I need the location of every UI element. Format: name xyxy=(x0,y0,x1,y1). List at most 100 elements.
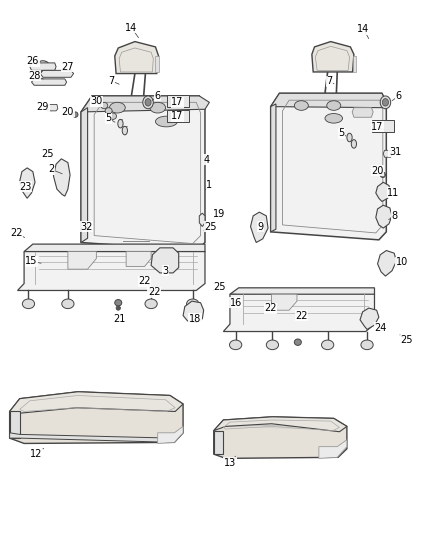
Text: 17: 17 xyxy=(371,122,384,132)
Polygon shape xyxy=(319,440,347,458)
Polygon shape xyxy=(376,182,391,201)
Text: 22: 22 xyxy=(295,311,307,320)
Text: 17: 17 xyxy=(171,111,184,121)
Text: 27: 27 xyxy=(62,62,74,71)
Text: 22: 22 xyxy=(265,303,277,313)
Ellipse shape xyxy=(266,340,279,350)
Polygon shape xyxy=(214,417,347,432)
Polygon shape xyxy=(10,429,183,442)
Polygon shape xyxy=(167,110,189,122)
Ellipse shape xyxy=(145,299,157,309)
Polygon shape xyxy=(18,252,205,290)
Polygon shape xyxy=(126,252,151,266)
Text: 29: 29 xyxy=(37,102,49,111)
Text: 7: 7 xyxy=(109,76,115,86)
Ellipse shape xyxy=(110,102,125,113)
Ellipse shape xyxy=(115,300,122,306)
Polygon shape xyxy=(272,294,297,310)
Ellipse shape xyxy=(73,112,78,117)
Polygon shape xyxy=(47,104,58,111)
Text: 13: 13 xyxy=(224,458,236,467)
Ellipse shape xyxy=(294,101,308,110)
Polygon shape xyxy=(251,212,268,243)
Ellipse shape xyxy=(110,113,117,119)
Polygon shape xyxy=(30,63,56,70)
Text: 22: 22 xyxy=(148,287,160,297)
Text: 20: 20 xyxy=(371,166,384,175)
Ellipse shape xyxy=(150,102,166,113)
Ellipse shape xyxy=(116,306,120,310)
Polygon shape xyxy=(214,431,223,454)
Text: 25: 25 xyxy=(213,282,225,292)
Polygon shape xyxy=(230,288,374,301)
Text: 6: 6 xyxy=(396,91,402,101)
Polygon shape xyxy=(24,244,205,259)
Ellipse shape xyxy=(347,133,352,142)
Ellipse shape xyxy=(105,108,112,114)
Polygon shape xyxy=(53,159,70,196)
Polygon shape xyxy=(151,248,179,273)
Text: 17: 17 xyxy=(171,98,184,107)
Ellipse shape xyxy=(145,99,151,106)
Polygon shape xyxy=(115,42,159,74)
Polygon shape xyxy=(10,411,20,438)
Polygon shape xyxy=(199,213,205,227)
Text: 8: 8 xyxy=(391,211,397,221)
Text: 16: 16 xyxy=(230,298,242,308)
Text: 23: 23 xyxy=(19,182,32,191)
Ellipse shape xyxy=(143,96,153,109)
Ellipse shape xyxy=(118,119,123,128)
Text: 31: 31 xyxy=(389,147,401,157)
Polygon shape xyxy=(183,301,204,322)
Polygon shape xyxy=(376,205,392,228)
Polygon shape xyxy=(372,120,394,132)
Text: 1: 1 xyxy=(206,181,212,190)
Text: 22: 22 xyxy=(11,229,23,238)
Polygon shape xyxy=(81,96,209,112)
Ellipse shape xyxy=(380,96,391,109)
Text: 14: 14 xyxy=(125,23,138,33)
Text: 21: 21 xyxy=(113,314,125,324)
Polygon shape xyxy=(10,392,183,413)
Polygon shape xyxy=(360,308,379,329)
Text: 7: 7 xyxy=(326,76,332,86)
Ellipse shape xyxy=(36,61,49,71)
Polygon shape xyxy=(32,79,67,85)
Text: 14: 14 xyxy=(357,25,370,34)
Ellipse shape xyxy=(327,101,341,110)
Polygon shape xyxy=(167,95,189,107)
Text: 22: 22 xyxy=(138,277,151,286)
Ellipse shape xyxy=(380,172,385,177)
Text: 15: 15 xyxy=(25,256,38,266)
Text: 25: 25 xyxy=(204,222,216,231)
Ellipse shape xyxy=(155,116,177,127)
Text: 25: 25 xyxy=(400,335,413,345)
Text: 25: 25 xyxy=(41,149,53,158)
Ellipse shape xyxy=(122,126,127,135)
Ellipse shape xyxy=(351,140,357,148)
Ellipse shape xyxy=(294,339,301,345)
Text: 30: 30 xyxy=(90,96,102,106)
Polygon shape xyxy=(378,251,396,276)
Text: 5: 5 xyxy=(339,128,345,138)
Polygon shape xyxy=(81,108,88,243)
Polygon shape xyxy=(383,150,392,157)
Polygon shape xyxy=(158,426,183,443)
Polygon shape xyxy=(20,168,35,198)
Polygon shape xyxy=(214,417,347,458)
Polygon shape xyxy=(271,93,386,108)
Text: 19: 19 xyxy=(213,209,225,219)
Text: 20: 20 xyxy=(62,107,74,117)
Ellipse shape xyxy=(325,114,343,123)
Text: 3: 3 xyxy=(162,266,169,276)
Ellipse shape xyxy=(230,340,242,350)
Text: 18: 18 xyxy=(189,314,201,324)
Polygon shape xyxy=(40,70,74,77)
Ellipse shape xyxy=(22,299,35,309)
Text: 2: 2 xyxy=(49,165,55,174)
Text: 11: 11 xyxy=(387,188,399,198)
Text: 5: 5 xyxy=(106,114,112,123)
Ellipse shape xyxy=(361,340,373,350)
Text: 28: 28 xyxy=(28,71,40,80)
Polygon shape xyxy=(352,108,373,117)
